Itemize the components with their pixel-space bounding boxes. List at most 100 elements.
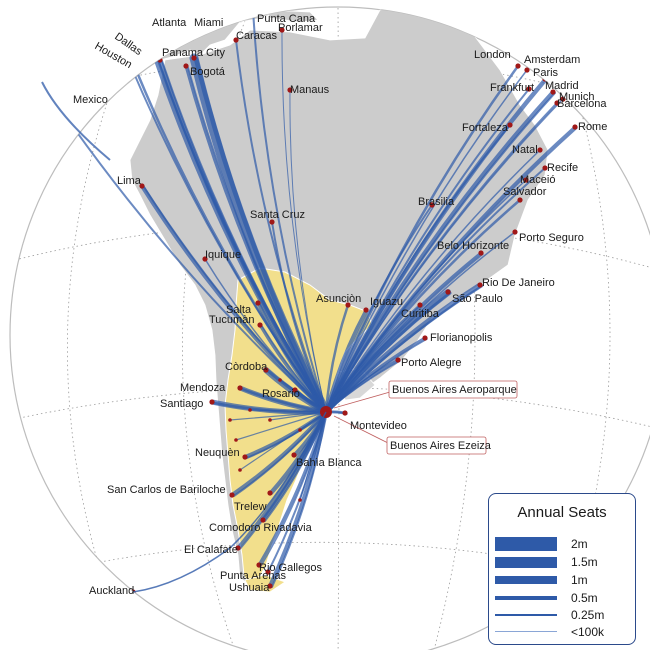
route-el-calafate-secondary [239,411,327,550]
city-label-neuquen: Neuquèn [195,447,240,459]
city-dot-caracas [233,37,239,43]
city-dot-rosario [292,387,298,393]
route-domestic-0 [249,409,327,413]
legend-item-2m: 2m [495,536,631,552]
city-label-salvador: Salvador [503,186,547,198]
ezeiza-label-box [386,436,487,455]
city-label-barcelona: Barcelona [557,98,607,110]
route-mexico-extension [41,81,111,161]
city-labels: Atlanta Miami Punta CanaCaracasPorlamarDal… [73,13,607,597]
city-label-frankfurt: Frankfurt [490,82,534,94]
route-caracas [235,39,327,413]
city-dot-miami [191,55,197,61]
city-dot-curitiba [417,302,423,308]
route-domestic-6 [299,411,327,501]
city-label-san-carlos-de-bariloche: San Carlos de Bariloche [107,484,226,496]
city-dot-salvador [517,197,523,203]
city-label-lima: Lima [117,175,142,187]
route-amsterdam [325,69,528,413]
city-label-asuncion: Asunciòn [316,293,361,305]
city-label-maceio: Maceió [520,174,555,186]
route-barcelona [325,102,558,413]
city-label-mendoza: Mendoza [180,382,226,394]
city-dot-minor-4 [268,418,272,422]
legend-swatch [495,596,557,600]
route-miami-secondary [193,56,329,415]
city-dot-iquique [202,256,208,262]
city-label-recife: Recife [547,162,578,174]
route-fortaleza [325,124,511,413]
city-label-rio-gallegos: Rio Gallegos [259,562,322,574]
city-dot-comodoro-rivadavia [260,517,266,523]
city-label-bogota: Bogotá [190,66,226,78]
hub-labels: Buenos Aires Aeroparque Buenos Aires Eze… [333,380,518,455]
city-dot-atlanta [152,53,158,59]
route-sao-paulo-secondary [324,291,452,414]
route-salta-secondary [259,303,327,413]
city-label-rosario: Rosario [262,388,300,400]
legend-label: 0.25m [571,608,605,622]
city-dot-minor-3 [278,378,282,382]
city-label-rome: Rome [578,121,607,133]
city-label-ushuaia: Ushuaia [229,582,270,594]
city-dot-minor-6 [298,498,302,502]
route-san-carlos-de-bariloche-secondary [233,411,327,497]
city-dot-porto-alegre [395,357,401,363]
legend-label: 2m [571,537,588,551]
city-label-tucuman: Tucumàn [209,314,254,326]
city-label-curitiba: Curitiba [401,308,440,320]
city-dot-minor-7 [228,418,232,422]
city-dot-santiago [209,399,215,405]
city-label-cordoba: Còrdoba [225,361,268,373]
legend-swatch [495,576,557,584]
city-dot-london [515,63,521,69]
city-label-trelew: Trelew [234,501,267,513]
city-label-miami: Miami [194,17,223,29]
legend-title: Annual Seats [517,504,607,521]
route-auckland [132,411,327,593]
city-label-london: London [474,49,511,61]
city-dot-ushuaia [267,583,273,589]
city-dot-trelew [267,490,273,496]
route-ushuaia-secondary [271,411,327,588]
city-label-montevideo: Montevideo [350,420,407,432]
city-label-sao-paulo: São Paulo [452,293,503,305]
caribbean-islands [264,9,319,23]
legend-label: <100k [571,625,605,639]
city-dot-porto-seguro [512,229,518,235]
route-london [324,64,520,414]
city-dot-brasilia [429,202,435,208]
legend-swatch [495,537,557,551]
route-tucuman-secondary [261,325,327,413]
city-dot-frankfurt [526,86,532,92]
city-dot-minor-0 [248,408,252,412]
legend-item-1m: 1m [495,572,631,588]
aeroparque-label-box [388,380,518,399]
legend-item-1-5m: 1.5m [495,554,631,570]
route-panama-city-secondary [161,60,327,413]
ezeiza-label: Buenos Aires Ezeiza [390,440,492,452]
city-dot-santa-cruz [269,219,275,225]
city-label-fortaleza: Fortaleza [462,122,509,134]
city-dot-maceio [523,177,529,183]
city-label-munich: Munich [559,91,594,103]
city-dot-florianopolis [422,335,428,341]
city-label-porto-alegre: Porto Alegre [401,357,462,369]
city-label-santiago: Santiago [160,398,203,410]
aeroparque-leader-line [333,391,391,409]
city-dot-madrid [550,89,556,95]
city-dot-lima [139,183,145,189]
city-label-bahia-blanca: Bahìa Blanca [296,457,362,469]
city-dot-munich [560,96,566,102]
legend-label: 1.5m [571,555,598,569]
city-label-comodoro-rivadavia: Comodoro Rivadavia [209,522,313,534]
city-label-amsterdam: Amsterdam [524,54,580,66]
legend-item-under-100k: <100k [495,624,631,640]
city-label-auckland: Auckland [89,585,134,597]
city-dot-rome [572,124,578,130]
city-dot-minor-5 [238,468,242,472]
route-curitiba [324,303,422,414]
legend-item-0-5m: 0.5m [495,590,631,606]
